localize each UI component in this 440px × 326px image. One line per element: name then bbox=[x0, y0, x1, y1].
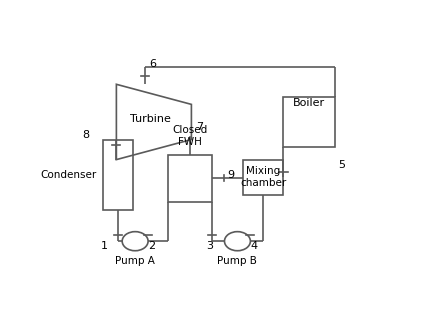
Text: 8: 8 bbox=[82, 129, 89, 140]
Text: 6: 6 bbox=[149, 59, 156, 69]
Text: Pump A: Pump A bbox=[115, 256, 155, 266]
Text: 3: 3 bbox=[207, 241, 214, 251]
Text: 5: 5 bbox=[338, 160, 345, 170]
Text: Mixing
chamber: Mixing chamber bbox=[240, 166, 286, 188]
Text: 1: 1 bbox=[101, 241, 108, 251]
Text: Closed
FWH: Closed FWH bbox=[172, 126, 207, 147]
Text: Turbine: Turbine bbox=[130, 114, 171, 125]
Text: 7: 7 bbox=[197, 122, 204, 132]
Text: 4: 4 bbox=[251, 241, 258, 251]
Text: Condenser: Condenser bbox=[40, 170, 97, 180]
Bar bbox=[283, 97, 335, 147]
Bar bbox=[103, 140, 133, 210]
Text: Boiler: Boiler bbox=[293, 98, 325, 108]
Bar bbox=[168, 155, 212, 202]
Text: 9: 9 bbox=[227, 170, 234, 180]
Text: 2: 2 bbox=[149, 241, 156, 251]
Text: Pump B: Pump B bbox=[217, 256, 257, 266]
Bar bbox=[242, 160, 283, 195]
